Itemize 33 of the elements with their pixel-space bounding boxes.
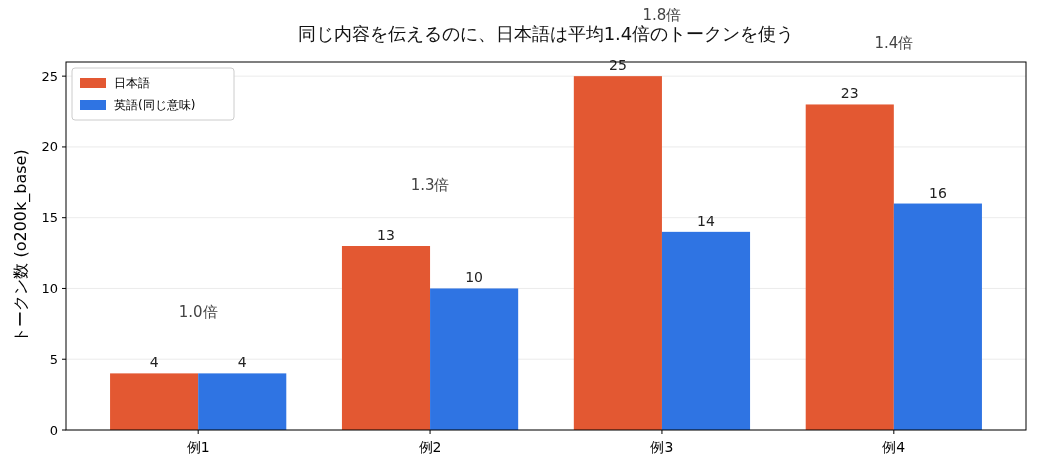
- y-tick-label: 20: [41, 139, 58, 155]
- x-tick-label: 例2: [418, 439, 442, 455]
- x-tick-label: 例1: [186, 439, 210, 455]
- y-tick-label: 0: [49, 422, 58, 438]
- y-tick-label: 10: [41, 281, 58, 297]
- x-tick-label: 例3: [650, 439, 674, 455]
- bar: [893, 203, 982, 430]
- bar: [661, 231, 751, 430]
- data-label: 13: [377, 227, 395, 243]
- y-tick-label: 25: [41, 68, 58, 84]
- bar: [573, 76, 662, 430]
- annotation: 1.0倍: [178, 303, 218, 322]
- data-label: 23: [840, 85, 859, 102]
- y-tick-label: 5: [49, 351, 58, 367]
- chart-title: 同じ内容を伝えるのに、日本語は平均1.4倍のトークンを使う: [297, 23, 795, 44]
- legend-label: 日本語: [114, 76, 150, 90]
- annotation: 1.3倍: [410, 176, 450, 194]
- text: 1.8倍: [642, 6, 682, 25]
- bar: [341, 246, 431, 430]
- data-label: 4: [149, 354, 159, 371]
- bar: [430, 288, 519, 430]
- legend-label: 英語(同じ意味): [114, 98, 196, 112]
- data-label: 14: [697, 212, 715, 229]
- text: 1.4倍: [874, 34, 914, 53]
- bar: [805, 104, 894, 430]
- y-axis-title: トークン数 (o200k_base): [11, 149, 31, 343]
- data-label: 4: [237, 354, 247, 371]
- data-label: 16: [928, 184, 947, 201]
- bar: [110, 373, 199, 430]
- data-label: 10: [465, 269, 484, 286]
- y-tick-label: 15: [41, 210, 58, 226]
- x-tick-label: 例4: [882, 439, 906, 455]
- bar: [198, 373, 287, 430]
